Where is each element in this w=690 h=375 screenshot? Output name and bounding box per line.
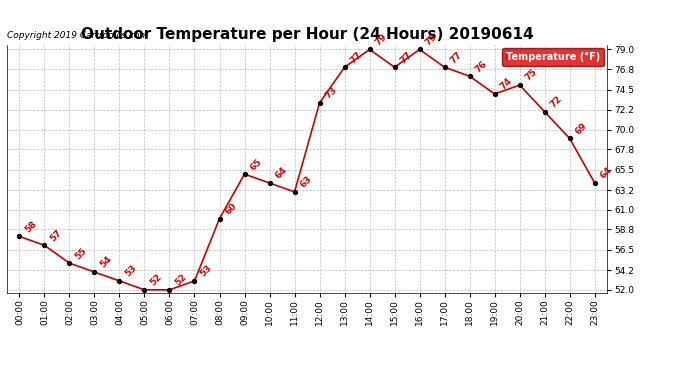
Text: 58: 58 — [23, 219, 39, 234]
Text: Copyright 2019 Cartronics.com: Copyright 2019 Cartronics.com — [7, 31, 148, 40]
Point — [14, 233, 25, 239]
Legend: Temperature (°F): Temperature (°F) — [502, 48, 604, 66]
Text: 79: 79 — [374, 32, 389, 47]
Point — [239, 171, 250, 177]
Text: 60: 60 — [224, 201, 239, 216]
Text: 74: 74 — [499, 76, 514, 92]
Point — [64, 260, 75, 266]
Text: 77: 77 — [348, 50, 364, 65]
Point — [589, 180, 600, 186]
Point — [539, 109, 550, 115]
Point — [514, 82, 525, 88]
Text: 52: 52 — [174, 273, 189, 288]
Point — [139, 287, 150, 293]
Text: 53: 53 — [199, 264, 214, 279]
Text: 65: 65 — [248, 157, 264, 172]
Point — [564, 135, 575, 141]
Point — [289, 189, 300, 195]
Text: 57: 57 — [48, 228, 64, 243]
Point — [414, 46, 425, 53]
Point — [264, 180, 275, 186]
Point — [89, 269, 100, 275]
Point — [314, 100, 325, 106]
Text: 64: 64 — [274, 165, 289, 181]
Text: 64: 64 — [599, 165, 614, 181]
Point — [189, 278, 200, 284]
Text: 55: 55 — [74, 246, 89, 261]
Text: 69: 69 — [574, 121, 589, 136]
Point — [164, 287, 175, 293]
Text: 53: 53 — [124, 264, 139, 279]
Text: 52: 52 — [148, 273, 164, 288]
Point — [364, 46, 375, 53]
Text: 63: 63 — [299, 174, 314, 190]
Point — [214, 216, 225, 222]
Title: Outdoor Temperature per Hour (24 Hours) 20190614: Outdoor Temperature per Hour (24 Hours) … — [81, 27, 533, 42]
Point — [339, 64, 350, 70]
Point — [39, 242, 50, 248]
Text: 73: 73 — [324, 86, 339, 101]
Text: 54: 54 — [99, 255, 114, 270]
Point — [439, 64, 450, 70]
Text: 72: 72 — [549, 94, 564, 110]
Text: 75: 75 — [524, 68, 539, 83]
Text: 77: 77 — [448, 50, 464, 65]
Text: 77: 77 — [399, 50, 414, 65]
Point — [389, 64, 400, 70]
Point — [489, 91, 500, 97]
Text: 79: 79 — [424, 32, 439, 47]
Text: 76: 76 — [474, 59, 489, 74]
Point — [464, 73, 475, 79]
Point — [114, 278, 125, 284]
